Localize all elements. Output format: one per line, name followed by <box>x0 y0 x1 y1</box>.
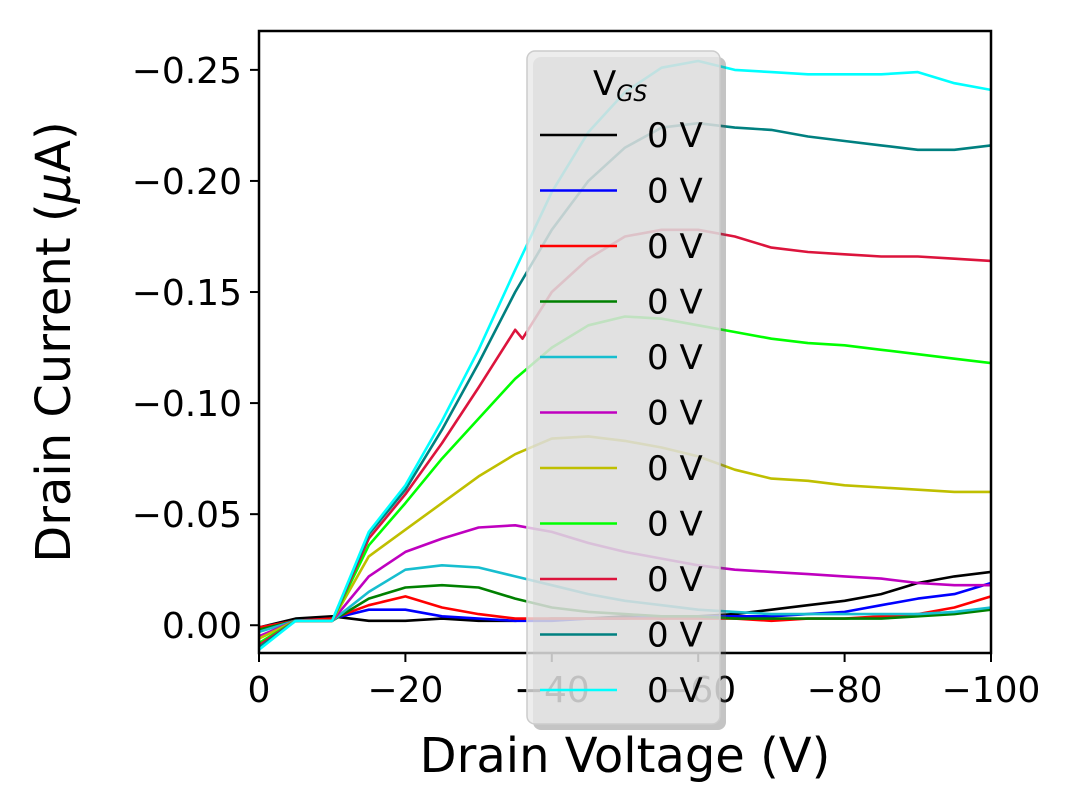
legend-title-main: V <box>593 64 616 104</box>
y-axis-label: Drain Current (μA) <box>26 121 82 563</box>
y-tick-label: −0.20 <box>132 162 242 203</box>
x-tick-label: −100 <box>942 670 1041 711</box>
y-axis-label-main: Drain Current ( <box>26 203 82 562</box>
legend-entries: 0 V 0 V 0 V 0 V 0 V 0 V 0 V 0 V 0 V 0 V 0 V <box>540 116 703 711</box>
legend-title: VGS <box>593 64 647 107</box>
legend-entry-7: 0 V <box>540 449 703 489</box>
legend-label: 0 V <box>647 560 703 600</box>
legend-label: 0 V <box>647 172 703 212</box>
legend-entry-3: 0 V <box>540 227 703 267</box>
legend: VGS 0 V 0 V 0 V 0 V 0 V 0 V 0 V 0 V 0 V 0 V 0 V <box>526 50 726 730</box>
y-axis-label-tail: A) <box>26 121 82 173</box>
y-tick-label: −0.05 <box>132 495 242 536</box>
legend-label: 0 V <box>647 394 703 434</box>
legend-entry-5: 0 V <box>540 338 703 378</box>
legend-entry-8: 0 V <box>540 505 703 545</box>
x-axis-label: Drain Voltage (V) <box>420 728 831 784</box>
legend-label: 0 V <box>647 283 703 323</box>
legend-label: 0 V <box>647 449 703 489</box>
legend-entry-2: 0 V <box>540 172 703 212</box>
x-tick-label: 0 <box>248 670 271 711</box>
legend-entry-9: 0 V <box>540 560 703 600</box>
legend-label: 0 V <box>647 116 703 156</box>
legend-entry-6: 0 V <box>540 394 703 434</box>
legend-label: 0 V <box>647 227 703 267</box>
legend-label: 0 V <box>647 671 703 711</box>
legend-title-sub: GS <box>616 82 647 107</box>
x-tick-label: −80 <box>807 670 883 711</box>
x-tick-label: −20 <box>367 670 443 711</box>
y-tick-label: 0.00 <box>162 606 242 647</box>
legend-entry-11: 0 V <box>540 671 703 711</box>
y-tick-label: −0.15 <box>132 273 242 314</box>
legend-label: 0 V <box>647 505 703 545</box>
legend-box <box>526 50 721 725</box>
legend-entry-1: 0 V <box>540 116 703 156</box>
legend-entry-10: 0 V <box>540 616 703 656</box>
y-tick-label: −0.25 <box>132 51 242 92</box>
legend-entry-4: 0 V <box>540 283 703 323</box>
legend-label: 0 V <box>647 616 703 656</box>
y-axis-label-mu: μ <box>26 173 82 205</box>
y-tick-label: −0.10 <box>132 384 242 425</box>
legend-label: 0 V <box>647 338 703 378</box>
